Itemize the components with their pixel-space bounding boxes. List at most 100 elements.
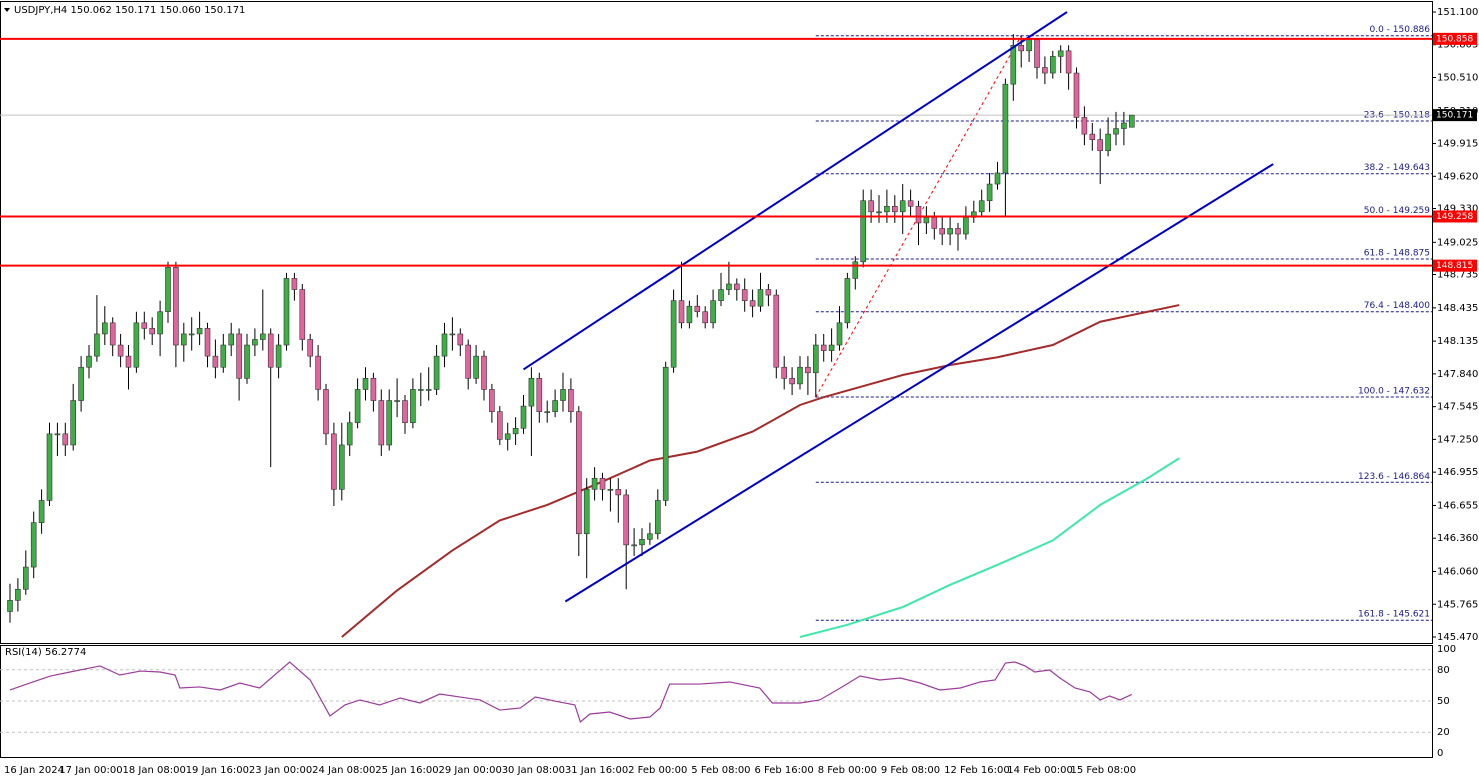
candle-body [994, 172, 1001, 185]
x-tick-label: 6 Feb 16:00 [755, 765, 814, 776]
candle-body [1089, 133, 1096, 140]
candle-body [1073, 72, 1080, 118]
fib-level-label: 123.6 - 146.864 [1358, 472, 1430, 482]
candle-body [528, 378, 535, 407]
candle-body [741, 289, 748, 301]
candle-body [275, 344, 282, 368]
x-tick-label: 25 Jan 16:00 [375, 765, 438, 776]
candle-body [860, 200, 867, 263]
symbol-marker [4, 8, 10, 12]
candle-body [749, 300, 756, 307]
x-tick-label: 23 Jan 00:00 [249, 765, 312, 776]
candle-body [102, 322, 108, 335]
candle-body [86, 355, 92, 368]
fib-level-label: 38.2 - 149.643 [1364, 163, 1430, 173]
candle-body [678, 300, 685, 324]
candle-body [1042, 67, 1048, 74]
candle-body [797, 366, 803, 385]
candle-body [283, 278, 290, 346]
candle-body [378, 400, 385, 446]
candle-body [1113, 128, 1119, 135]
candle-body [212, 355, 219, 368]
y-tick-label: 150.510 [1437, 72, 1478, 83]
candle-body [710, 300, 716, 324]
x-tick-label: 9 Feb 08:00 [881, 765, 940, 776]
y-tick-label: 148.435 [1437, 303, 1478, 314]
rsi-tick-label: 0 [1437, 748, 1443, 759]
candle-body [181, 333, 187, 346]
candle-body [623, 494, 630, 546]
y-tick-label: 146.360 [1437, 533, 1478, 544]
candle-body [931, 217, 938, 229]
candle-body [141, 322, 148, 329]
candle-body [149, 328, 155, 335]
moving-average [799, 457, 1180, 638]
rsi-title: RSI(14) 56.2774 [5, 647, 86, 658]
candle-body [70, 400, 76, 446]
candle-body [583, 489, 590, 535]
rsi-tick-label: 50 [1437, 696, 1450, 707]
x-tick-label: 18 Jan 08:00 [123, 765, 186, 776]
candle-body [899, 200, 906, 213]
candle-body [1034, 39, 1040, 68]
candle-body [647, 533, 653, 540]
candle-body [425, 389, 432, 391]
candle-body [591, 477, 598, 490]
candle-body [654, 500, 661, 535]
candle-body [417, 389, 424, 391]
candle-body [481, 355, 487, 390]
candle-body [599, 477, 606, 490]
candle-body [844, 278, 851, 324]
candle-body [449, 333, 456, 336]
candle-body [30, 522, 37, 568]
price-box-label: 148.815 [1436, 261, 1473, 271]
candle-body [346, 422, 353, 446]
x-tick-label: 29 Jan 00:00 [439, 765, 502, 776]
price-box-label: 150.858 [1436, 34, 1473, 44]
candle-body [236, 333, 242, 379]
candle-body [157, 311, 163, 335]
candle-body [805, 366, 811, 374]
y-tick-label: 149.915 [1437, 139, 1478, 150]
x-tick-label: 15 Feb 08:00 [1071, 765, 1137, 776]
candle-body [386, 400, 393, 446]
candle-body [307, 339, 314, 357]
candle-body [323, 389, 329, 435]
candle-body [78, 366, 84, 401]
fib-level-label: 50.0 - 149.259 [1364, 206, 1430, 216]
candle-body [615, 489, 622, 496]
candle-body [315, 355, 321, 390]
candle-body [820, 344, 827, 351]
y-tick-label: 145.765 [1437, 599, 1478, 610]
y-tick-label: 147.545 [1437, 402, 1478, 413]
candle-body [978, 200, 985, 213]
candle-body [607, 489, 614, 491]
candle-body [1050, 56, 1056, 74]
candle-body [955, 228, 961, 235]
fib-level-label: 100.0 - 147.632 [1358, 386, 1430, 396]
candle-body [552, 400, 558, 412]
candle-body [1121, 122, 1127, 129]
candle-body [244, 344, 250, 379]
candle-body [354, 389, 361, 424]
candle-body [220, 344, 227, 368]
candle-body [568, 389, 574, 412]
candle-body [915, 205, 922, 224]
candle-body [702, 311, 709, 324]
candle-body [22, 566, 29, 590]
candle-body [54, 433, 61, 436]
candle-body [520, 405, 527, 429]
candle-body [939, 228, 946, 235]
candle-body [789, 378, 795, 385]
candle-body [204, 328, 211, 357]
candle-body [188, 333, 195, 336]
candle-body [441, 333, 448, 357]
candle-body [781, 366, 788, 379]
candle-body [433, 355, 440, 390]
candle-body [812, 344, 819, 374]
x-tick-label: 19 Jan 16:00 [186, 765, 249, 776]
candle-body [891, 205, 898, 213]
y-tick-label: 146.060 [1437, 567, 1478, 578]
candle-body [1002, 83, 1009, 174]
